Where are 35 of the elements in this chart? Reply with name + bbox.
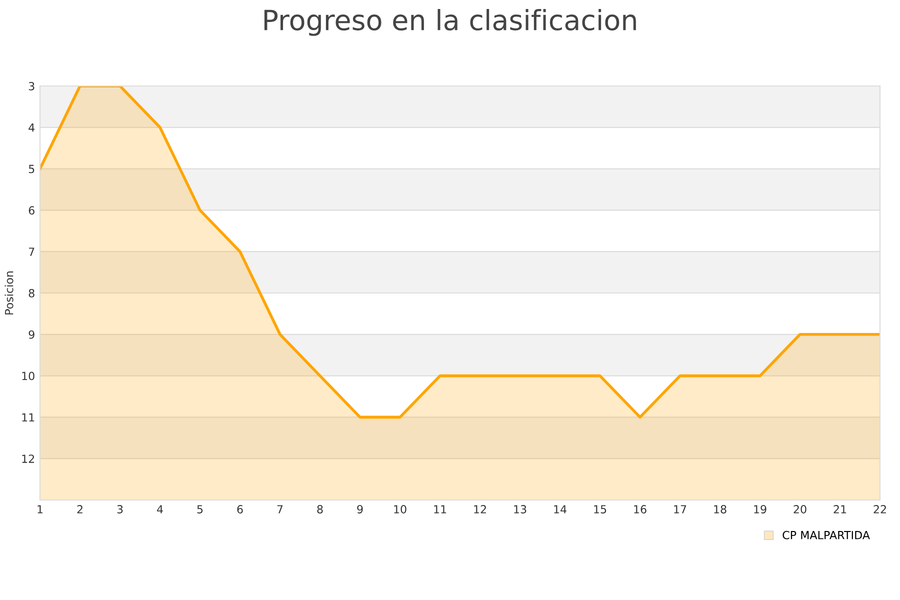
y-tick-label: 5 (28, 164, 34, 174)
y-tick-label: 4 (28, 124, 35, 132)
x-tick-label: 3 (117, 505, 123, 514)
y-tick-label: 11 (22, 413, 34, 422)
x-tick-label: 9 (357, 505, 363, 514)
x-tick-label: 12 (474, 505, 486, 514)
chart-title: Progreso en la clasificacion (264, 9, 636, 36)
y-tick-label: 8 (28, 288, 34, 298)
x-tick-label: 4 (157, 505, 163, 514)
x-tick-label: 14 (554, 505, 566, 514)
x-tick-label: 13 (514, 505, 526, 514)
x-tick-label: 17 (674, 505, 686, 514)
y-tick-label: 12 (22, 454, 34, 463)
y-tick-label: 7 (28, 248, 34, 256)
y-tick-label: 3 (28, 82, 34, 90)
x-tick-label: 1 (38, 505, 43, 514)
x-tick-label: 19 (754, 505, 766, 514)
x-tick-label: 5 (197, 505, 203, 514)
x-tick-label: 16 (634, 505, 646, 514)
y-tick-label: 6 (28, 206, 34, 215)
x-tick-label: 22 (874, 505, 886, 514)
x-tick-label: 8 (317, 505, 323, 514)
x-tick-label: 11 (434, 505, 446, 514)
y-tick-label: 9 (28, 330, 34, 339)
x-tick-label: 15 (594, 505, 606, 514)
y-axis-title: Posicion (4, 271, 14, 314)
x-tick-label: 10 (394, 505, 406, 514)
x-tick-label: 20 (794, 505, 806, 514)
x-tick-label: 21 (834, 505, 846, 514)
x-tick-label: 18 (714, 505, 726, 514)
y-tick-label: 10 (22, 372, 34, 380)
x-tick-label: 2 (77, 505, 82, 514)
x-tick-label: 6 (237, 505, 243, 514)
x-tick-label: 7 (277, 505, 283, 514)
legend-label: CP MALPARTIDA (782, 530, 870, 540)
